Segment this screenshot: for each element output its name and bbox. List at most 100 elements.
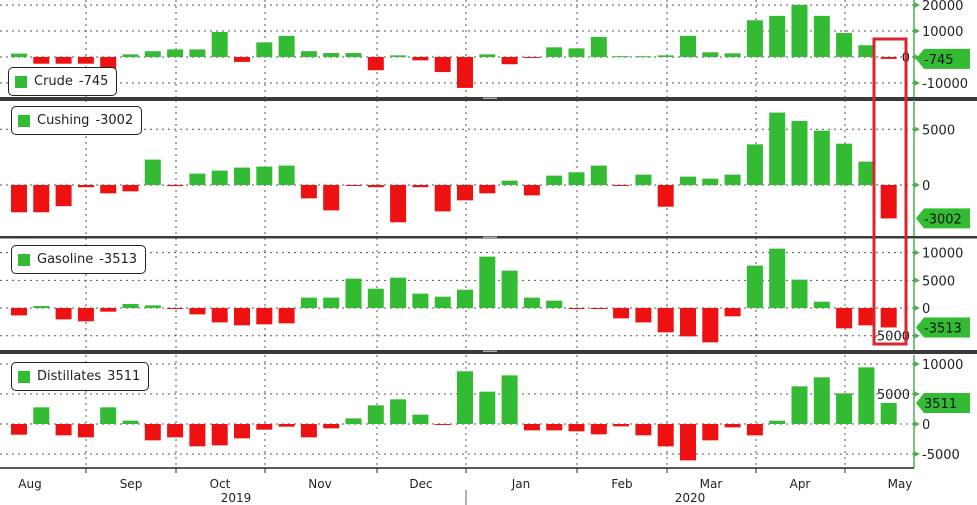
bar [144,159,161,185]
bar [501,270,518,309]
bar [523,56,540,58]
bar [412,414,429,425]
last-value-tag [916,208,970,229]
y-tick-arrow [914,1,920,8]
bar [746,144,763,185]
legend-distillates: Distillates 3511 [11,362,150,391]
bar [813,15,830,57]
last-value-tag [916,392,970,413]
bar [122,420,139,425]
bar [434,56,451,73]
bar [702,424,719,441]
bar [367,288,384,309]
bar [457,371,473,425]
bar [769,15,786,57]
bar [55,184,72,207]
bar [546,175,563,185]
bar [278,35,295,57]
last-value-label: -745 [924,53,954,68]
bar [457,184,473,201]
bar [702,52,719,57]
bar [256,42,273,57]
bar [100,184,117,194]
x-month-label: Dec [409,477,432,491]
bar [590,165,607,185]
y-tick-arrow [914,79,920,86]
bar [345,418,362,425]
bar [635,308,652,323]
bar [323,424,340,429]
bar [189,49,206,57]
bar [11,424,27,435]
bar [390,277,407,309]
bar [345,278,362,309]
bar [791,120,808,185]
panel-resize-handle [483,350,497,352]
bar [412,293,429,309]
bar [144,424,161,441]
bar [523,184,540,196]
y-tick-label: 5000 [877,388,910,403]
bar [300,297,317,309]
bar [434,184,451,212]
y-tick-arrow [914,361,920,368]
y-tick-label: 10000 [922,25,963,40]
bar [11,53,27,57]
y-tick-arrow [914,53,920,60]
bar [613,308,630,319]
bar [590,308,607,310]
bar [122,54,139,57]
bar [724,174,741,185]
bar [412,184,429,188]
bar [211,424,228,446]
bar [278,308,295,324]
last-value-tag [916,48,970,69]
bar [590,424,607,435]
bar [323,53,340,57]
bar [300,51,317,57]
bar [680,35,696,57]
bar [746,424,763,436]
y-tick-arrow [914,391,920,398]
x-month-label: Aug [18,477,41,491]
bar [635,424,652,436]
bar [523,424,540,431]
bar [390,399,407,425]
bar [791,4,808,57]
bar [33,407,50,425]
bar [880,56,897,59]
bar [880,308,897,328]
bar [167,424,184,438]
legend-swatch [18,370,30,383]
bar [33,56,50,64]
y-tick-label: -5000 [872,330,910,345]
bar [211,170,228,185]
bar [55,424,72,436]
bar [278,424,295,427]
bar [256,166,273,185]
bar [167,184,184,187]
bar [479,54,496,57]
bar [769,248,786,309]
bar [390,184,407,223]
bar [746,20,763,57]
bar [256,424,273,430]
bar [211,31,228,57]
bar [323,297,340,309]
bar [144,305,161,309]
bar [300,184,317,199]
last-value-label: 3511 [924,397,957,412]
bar [836,143,853,185]
y-tick-label: 0 [922,302,930,317]
legend-swatch [18,253,30,266]
y-tick-label: 10000 [922,247,963,262]
y-tick-label: -5000 [922,448,960,463]
bar [590,36,607,57]
bar [457,56,473,88]
bar [189,424,206,447]
legend-value: -3513 [99,252,138,267]
bar [657,55,674,57]
bar [836,308,853,329]
bar [189,173,206,185]
